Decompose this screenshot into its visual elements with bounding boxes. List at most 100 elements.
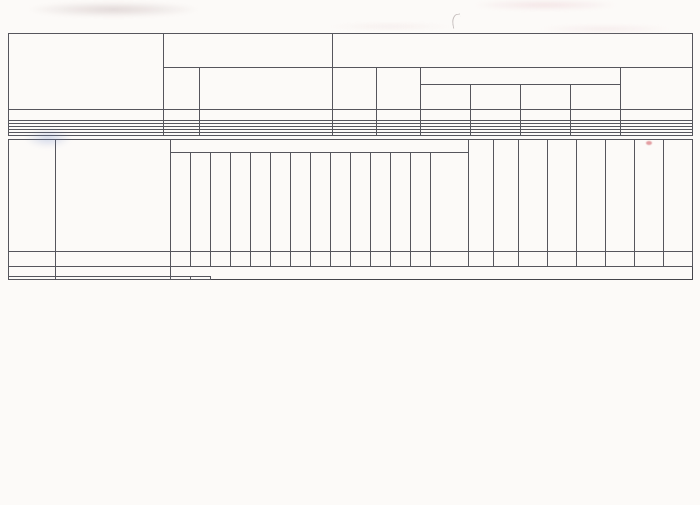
col-number-cell [518,251,549,268]
col-number-cell [547,251,578,268]
result-header-cell [663,138,694,253]
row-label [8,132,164,136]
col-number-cell [8,251,56,268]
section-empty-cell [170,276,191,281]
col-number-cell [190,251,211,268]
col-number-cell [332,109,377,121]
col-number-cell [163,109,200,121]
factor-header-cell [410,151,431,253]
value-cell [520,132,571,136]
section-empty-cell [55,276,171,281]
class3-sub-cell [570,84,621,110]
header-class-group [331,33,694,68]
result-header-cell [605,138,636,253]
header-total [163,67,200,110]
factor-header-cell [310,151,331,253]
col-number-cell [663,251,694,268]
factor-header-cell [429,151,470,253]
header-classes-group [169,139,470,153]
header-class1 [332,67,377,110]
red-ink-dot [646,141,652,145]
col-number-cell [570,109,621,121]
class3-sub-cell [470,84,521,110]
table1-header-row3 [9,84,693,110]
table1-col-numbers-row [8,109,694,121]
section-row [8,266,693,278]
result-header-cell [547,138,578,253]
factor-header-cell [170,151,191,253]
value-cell [376,132,421,136]
col-number-cell [605,251,636,268]
header-workplace-number [8,138,56,253]
scan-smudge-mid [330,24,450,29]
result-header-cell [518,138,549,253]
col-number-cell [429,251,470,268]
table2-header-row1 [8,138,694,253]
factor-header-cell [330,151,351,253]
col-number-cell [370,251,391,268]
col-number-cell [390,251,411,268]
section-empty-cell [8,276,56,281]
result-header-cell [576,138,607,253]
factor-header-cell [390,151,411,253]
table1-data-row [8,132,694,136]
col-number-cell [493,251,520,268]
col-number-cell [210,251,231,268]
header-class2 [376,67,421,110]
scan-smudge-streak [540,26,670,32]
table2-body [8,266,693,281]
value-cell [470,132,521,136]
col-number-cell [55,251,171,268]
col-number-cell [270,251,291,268]
value-cell [420,132,471,136]
factor-header-cell [270,151,291,253]
col-number-cell [410,251,431,268]
col-number-cell [290,251,311,268]
section-empty-cell [8,266,56,278]
section-row-label [55,266,171,278]
col-number-cell [470,109,521,121]
factor-header-cell [350,151,371,253]
section-empty-cell [190,276,211,281]
col-number-cell [8,109,164,121]
col-number-cell [619,109,694,121]
class3-sub-cell [420,84,471,110]
value-cell [199,132,333,136]
col-number-cell [199,109,333,121]
col-number-cell [230,251,251,268]
factor-header-cell [230,151,251,253]
factor-header-cell [290,151,311,253]
value-cell [163,132,200,136]
factor-header-cell [190,151,211,253]
header-profession [55,138,171,253]
col-number-cell [170,251,191,268]
table1-header-row1 [8,33,694,110]
factor-header-cell [370,151,391,253]
col-number-cell [520,109,571,121]
col-number-cell [576,251,607,268]
col-number-cell [634,251,665,268]
class3-sub-cell [520,84,571,110]
table2-details [8,138,694,281]
result-header-cell [493,138,520,253]
pen-mark [451,13,462,29]
col-number-cell [330,251,351,268]
col-number-cell [376,109,421,121]
value-cell [570,132,621,136]
header-including [199,67,333,110]
col-number-cell [250,251,271,268]
value-cell [619,132,694,136]
factor-header-cell [250,151,271,253]
table1-body [8,120,694,136]
col-number-cell [310,251,331,268]
value-cell [332,132,377,136]
header-count-group [163,33,333,68]
table1-summary [8,33,694,136]
result-header-cell [468,138,495,253]
scan-smudge-top-left [26,2,201,17]
header-class3 [420,67,621,85]
table2-header-row2 [9,151,693,253]
col-number-cell [350,251,371,268]
factor-header-cell [210,151,231,253]
